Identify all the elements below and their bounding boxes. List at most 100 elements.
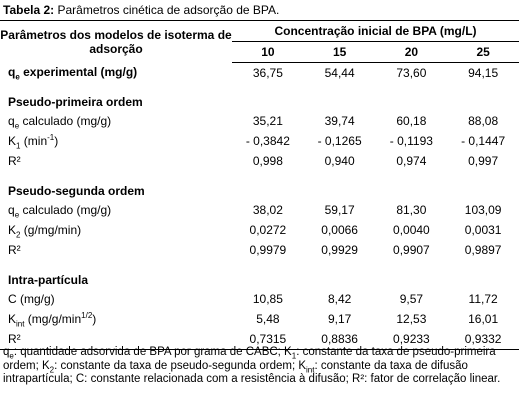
text-segment: : constante da taxa de pseudo-primeira o… — [3, 346, 496, 372]
text-segment: experimental (mg/g) — [19, 65, 138, 80]
row-label: qe calculado (mg/g) — [0, 111, 232, 131]
text-segment: R² — [8, 243, 21, 257]
caption-text: Parâmetros cinética de adsorção de BPA. — [54, 3, 280, 17]
script-text: 1 — [292, 351, 296, 360]
text-segment: int — [16, 319, 25, 329]
cell-value: 0,7315 — [249, 332, 287, 346]
section-title: Pseudo-primeira ordem — [8, 95, 143, 109]
text-segment: e — [9, 351, 14, 361]
cell-value: 9,57 — [399, 292, 424, 306]
table: Parâmetros dos modelos de isoterma de ad… — [0, 20, 519, 350]
script-text: e — [15, 121, 19, 130]
text-segment: 1 — [291, 351, 297, 361]
text-segment: 1/2 — [81, 311, 93, 320]
data-row: K1 (min-1) - 0,3842 - 0,1265 - 0,1193 - 0,14… — [0, 131, 519, 151]
script-text: 2 — [16, 230, 20, 239]
text-segment: q — [8, 65, 16, 80]
text-segment: q — [3, 346, 10, 358]
cell-value: 0,974 — [396, 154, 427, 168]
text-segment: C (mg/g) — [8, 292, 55, 306]
data-row: Kint (mg/g/min1/2) 5,48 9,17 12,53 16,01 — [0, 309, 519, 329]
column-header: 15 — [303, 41, 376, 63]
cell-value: 9,17 — [327, 312, 352, 326]
data-row: K2 (g/mg/min) 0,0272 0,0066 0,0040 0,0031 — [0, 220, 519, 240]
script-text: e — [15, 210, 19, 219]
row-label: R² — [0, 329, 232, 350]
cell-value: - 0,1193 — [389, 134, 433, 148]
row-label: R² — [0, 240, 232, 260]
table-body: qe experimental (mg/g) 36,75 54,44 73,60 94,… — [0, 63, 519, 350]
cell-value: 0,9979 — [249, 243, 287, 257]
text-segment: 2 — [16, 230, 21, 240]
cell-value: 35,21 — [252, 114, 283, 128]
text-segment: K — [8, 312, 17, 326]
row-label: R² — [0, 151, 232, 171]
cell-value: 59,17 — [324, 203, 355, 217]
cell-value: 0,9907 — [393, 243, 430, 257]
cell-value: 0,8836 — [321, 332, 358, 346]
cell-value: 103,09 — [464, 203, 502, 217]
data-row: R² 0,7315 0,8836 0,9233 0,9332 — [0, 329, 519, 350]
text-segment: e — [14, 121, 20, 131]
script-text: int — [16, 319, 24, 328]
data-row: R² 0,998 0,940 0,974 0,997 — [0, 151, 519, 171]
data-row: R² 0,9979 0,9929 0,9907 0,9897 — [0, 240, 519, 260]
script-text: -1 — [47, 133, 54, 142]
cell-value: 0,0066 — [321, 223, 358, 237]
cell-value: 39,74 — [324, 114, 355, 128]
cell-value: 94,15 — [468, 65, 499, 80]
row-label: K1 (min-1) — [0, 131, 232, 151]
column-header: 10 — [232, 41, 304, 63]
text-segment: K — [8, 223, 17, 237]
row-label: qe experimental (mg/g) — [0, 63, 232, 83]
group-header: Concentração inicial de BPA (mg/L) — [232, 20, 519, 42]
cell-value: 73,60 — [396, 65, 427, 80]
text-segment: q — [8, 203, 15, 217]
header-row: Parâmetros dos modelos de isoterma de ad… — [0, 20, 519, 56]
caption-label: Tabela 2: — [3, 3, 55, 17]
cell-value: 0,997 — [468, 154, 499, 168]
text-segment: 1 — [16, 141, 21, 151]
section-title: Intra-partícula — [8, 273, 89, 287]
column-header: 20 — [375, 41, 448, 63]
data-row: qe experimental (mg/g) 36,75 54,44 73,60 94,… — [0, 63, 519, 83]
cell-value: 8,42 — [327, 292, 352, 306]
text-segment: ) — [54, 134, 59, 148]
script-text: 1/2 — [81, 311, 92, 320]
section-row: Pseudo-segunda ordem — [0, 171, 519, 200]
section-row: Pseudo-primeira ordem — [0, 82, 519, 111]
column-header: 25 — [447, 41, 519, 63]
text-segment: e — [14, 210, 20, 220]
text-segment: : quantidade adsorvida de BPA por grama … — [13, 346, 292, 358]
cell-value: - 0,1265 — [317, 134, 362, 148]
row-label: Kint (mg/g/min1/2) — [0, 309, 232, 329]
cell-value: 0,0031 — [464, 223, 502, 237]
cell-value: 0,940 — [324, 154, 355, 168]
cell-value: 16,01 — [468, 312, 499, 326]
row-label: qe calculado (mg/g) — [0, 200, 232, 220]
cell-value: 0,9332 — [464, 332, 502, 346]
cell-value: 0,998 — [252, 154, 283, 168]
script-text: 1 — [16, 141, 20, 150]
cell-value: 0,9233 — [393, 332, 430, 346]
text-segment: K — [8, 134, 17, 148]
text-segment: (g/mg/min) — [20, 223, 82, 237]
text-segment: calculado (mg/g) — [19, 114, 112, 128]
text-segment: ) — [92, 312, 97, 326]
cell-value: 36,75 — [252, 65, 283, 80]
text-segment: e — [15, 72, 20, 82]
cell-value: 81,30 — [396, 203, 427, 217]
row-label: K2 (g/mg/min) — [0, 220, 232, 240]
cell-value: 10,85 — [252, 292, 283, 306]
text-segment: int — [306, 364, 315, 374]
cell-value: 0,0040 — [393, 223, 430, 237]
script-text: e — [15, 73, 19, 82]
section-title: Pseudo-segunda ordem — [8, 184, 145, 198]
cell-value: 38,02 — [252, 203, 283, 217]
text-segment: calculado (mg/g) — [19, 203, 112, 217]
text-segment: 2 — [49, 364, 55, 374]
cell-value: - 0,3842 — [245, 134, 290, 148]
data-row: qe calculado (mg/g) 38,02 59,17 81,30 103,09 — [0, 200, 519, 220]
text-segment: R² — [8, 154, 21, 168]
